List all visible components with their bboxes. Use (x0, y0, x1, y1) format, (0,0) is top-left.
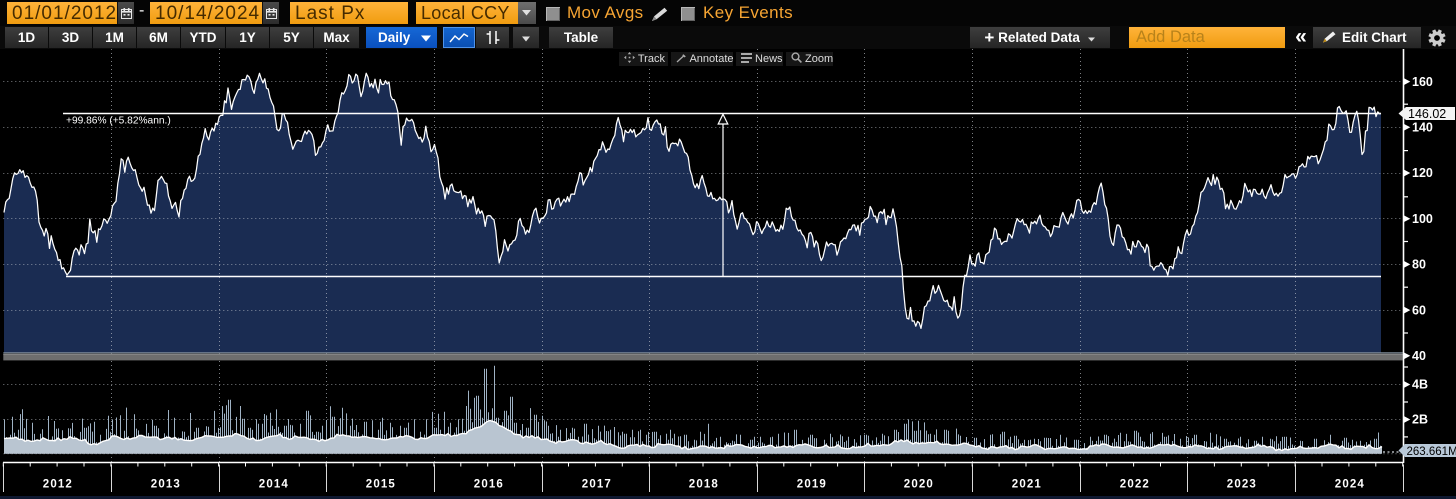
svg-text:2012: 2012 (43, 479, 72, 491)
svg-text:2B: 2B (1412, 413, 1428, 427)
svg-text:4B: 4B (1412, 378, 1428, 392)
svg-text:2014: 2014 (259, 479, 289, 491)
svg-text:120: 120 (1412, 166, 1433, 180)
svg-text:80: 80 (1412, 258, 1426, 272)
svg-text:2016: 2016 (474, 479, 503, 491)
svg-text:2019: 2019 (797, 479, 826, 491)
svg-text:2024: 2024 (1335, 479, 1365, 491)
svg-text:2020: 2020 (904, 479, 933, 491)
svg-text:2013: 2013 (151, 479, 180, 491)
svg-text:146.02: 146.02 (1408, 107, 1446, 121)
svg-text:140: 140 (1412, 121, 1433, 135)
svg-text:160: 160 (1412, 75, 1433, 89)
svg-text:2022: 2022 (1120, 479, 1149, 491)
svg-text:2015: 2015 (366, 479, 396, 491)
svg-text:2018: 2018 (689, 479, 719, 491)
svg-text:60: 60 (1412, 303, 1426, 317)
svg-text:40: 40 (1412, 349, 1426, 363)
svg-text:263.661M: 263.661M (1407, 446, 1456, 458)
svg-text:100: 100 (1412, 212, 1433, 226)
svg-text:2021: 2021 (1012, 479, 1042, 491)
svg-text:2023: 2023 (1227, 479, 1256, 491)
svg-text:+99.86% (+5.82%ann.): +99.86% (+5.82%ann.) (66, 116, 171, 127)
svg-text:2017: 2017 (582, 479, 611, 491)
